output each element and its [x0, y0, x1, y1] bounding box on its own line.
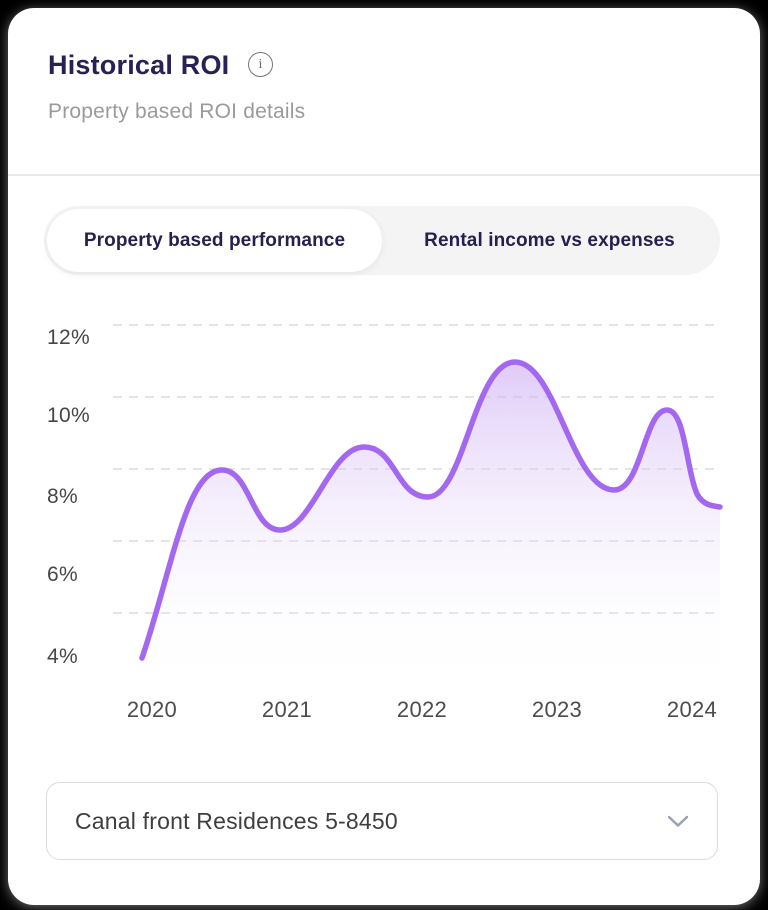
info-icon-glyph: i — [258, 56, 263, 72]
y-tick-8: 8% — [47, 485, 78, 508]
tab-label: Rental income vs expenses — [424, 229, 675, 251]
x-tick-2020: 2020 — [126, 697, 178, 722]
header-divider — [8, 174, 760, 176]
y-tick-12: 12% — [47, 326, 90, 349]
tab-label: Property based performance — [83, 229, 346, 251]
x-tick-2023: 2023 — [531, 697, 583, 722]
x-tick-2021: 2021 — [261, 697, 313, 722]
info-icon[interactable]: i — [248, 52, 273, 77]
x-tick-2024: 2024 — [666, 697, 718, 722]
roi-area-fill — [142, 362, 720, 700]
y-tick-4: 4% — [47, 645, 78, 668]
property-select-value: Canal front Residences 5-8450 — [75, 807, 398, 834]
y-tick-10: 10% — [47, 404, 90, 427]
tab-property-based-performance[interactable]: Property based performance — [47, 209, 382, 272]
page-subtitle: Property based ROI details — [48, 100, 306, 123]
tab-bar: Property based performance Rental income… — [44, 206, 720, 275]
roi-area-chart — [113, 324, 723, 700]
tab-rental-income-vs-expenses[interactable]: Rental income vs expenses — [382, 209, 717, 272]
page-title: Historical ROI — [48, 50, 230, 80]
y-tick-6: 6% — [47, 563, 78, 586]
property-select-dropdown[interactable]: Canal front Residences 5-8450 — [46, 782, 718, 860]
chevron-down-icon — [667, 815, 689, 827]
historical-roi-card: Historical ROI i Property based ROI deta… — [8, 8, 760, 905]
x-tick-2022: 2022 — [396, 697, 448, 722]
roi-line — [139, 359, 723, 661]
